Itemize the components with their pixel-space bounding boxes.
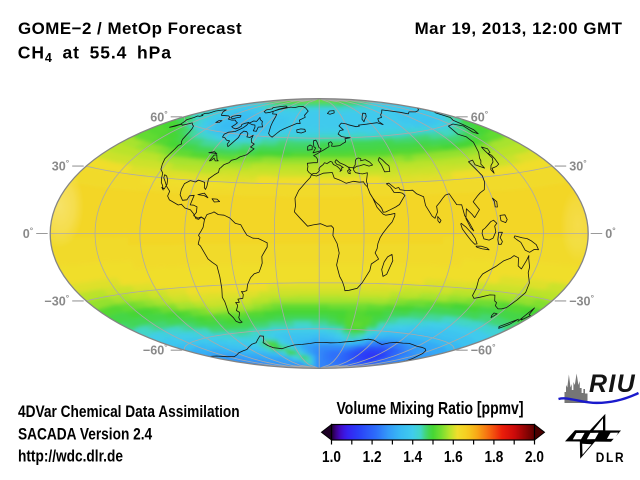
svg-text:DLR: DLR [596, 449, 626, 465]
svg-text:RIU: RIU [589, 370, 636, 398]
svg-text:−30°: −30° [569, 293, 594, 309]
svg-text:2.0: 2.0 [525, 449, 544, 466]
svg-text:GOME−2 / MetOp Forecast: GOME−2 / MetOp Forecast [18, 19, 242, 38]
svg-text:1.6: 1.6 [444, 449, 463, 466]
svg-text:1.2: 1.2 [363, 449, 382, 466]
svg-text:−60°: −60° [143, 342, 168, 358]
svg-text:SACADA Version 2.4: SACADA Version 2.4 [18, 426, 153, 444]
svg-text:1.0: 1.0 [322, 449, 341, 466]
svg-text:http://wdc.dlr.de: http://wdc.dlr.de [18, 447, 123, 465]
svg-text:Mar 19, 2013, 12:00 GMT: Mar 19, 2013, 12:00 GMT [415, 19, 623, 38]
svg-text:60°: 60° [150, 109, 168, 125]
svg-text:−30°: −30° [44, 293, 69, 309]
svg-text:60°: 60° [471, 109, 489, 125]
svg-text:1.8: 1.8 [484, 449, 503, 466]
svg-text:−60°: −60° [471, 342, 496, 358]
svg-text:Volume Mixing Ratio [ppmv]: Volume Mixing Ratio [ppmv] [337, 399, 524, 418]
svg-text:30°: 30° [569, 158, 587, 174]
svg-text:0°: 0° [605, 226, 616, 242]
svg-text:0°: 0° [23, 226, 34, 242]
svg-text:30°: 30° [52, 158, 70, 174]
svg-text:CH4 at 55.4 hPa: CH4 at 55.4 hPa [18, 42, 172, 65]
svg-text:4DVar Chemical Data Assimilati: 4DVar Chemical Data Assimilation [18, 403, 240, 421]
svg-text:1.4: 1.4 [403, 449, 423, 466]
